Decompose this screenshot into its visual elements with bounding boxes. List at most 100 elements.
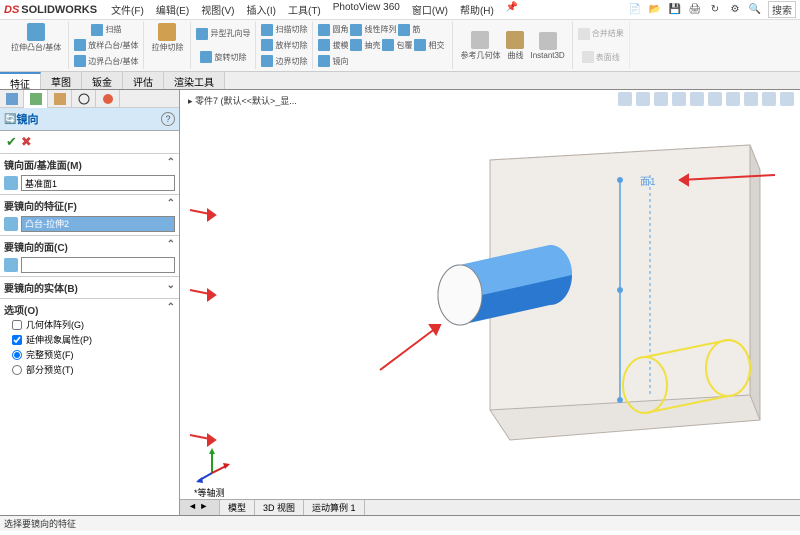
zoom-fit-icon[interactable] bbox=[618, 92, 632, 106]
faces-input[interactable] bbox=[21, 257, 175, 273]
btab-nav[interactable]: ◄ ► bbox=[180, 500, 220, 515]
feature-title: 镜向 bbox=[16, 111, 38, 127]
boundary-button[interactable]: 边界凸台/基体 bbox=[73, 54, 139, 68]
main-menu: 文件(F) 编辑(E) 视图(V) 插入(I) 工具(T) PhotoView … bbox=[111, 2, 518, 17]
scene-icon[interactable] bbox=[762, 92, 776, 106]
boundary-cut-button[interactable]: 边界切除 bbox=[260, 54, 308, 68]
instant3d-button[interactable]: Instant3D bbox=[527, 31, 567, 61]
zoom-area-icon[interactable] bbox=[636, 92, 650, 106]
opt-partial-preview[interactable]: 部分预览(T) bbox=[4, 362, 175, 377]
scene-3d: 面1 bbox=[180, 110, 800, 510]
fillet-button[interactable]: 圆角 bbox=[317, 23, 349, 37]
collapse-icon[interactable]: ⌃ bbox=[167, 198, 175, 213]
panel-tab-config[interactable] bbox=[48, 90, 72, 108]
expand-icon[interactable]: ⌄ bbox=[167, 280, 175, 295]
cut-extrude-button[interactable]: 拉伸切除 bbox=[148, 22, 186, 54]
hole-wizard-button[interactable]: 异型孔向导 bbox=[195, 27, 251, 41]
menu-window[interactable]: 窗口(W) bbox=[412, 2, 448, 17]
draft-button[interactable]: 拔模 bbox=[317, 38, 349, 52]
feature-icon bbox=[4, 217, 18, 231]
menu-file[interactable]: 文件(F) bbox=[111, 2, 144, 17]
ref-geom-button[interactable]: 参考几何体 bbox=[457, 30, 503, 62]
view-orient-icon[interactable] bbox=[690, 92, 704, 106]
panel-tab-appearance[interactable] bbox=[96, 90, 120, 108]
settings-icon[interactable]: ⚙ bbox=[728, 3, 742, 17]
panel-tab-property[interactable] bbox=[24, 90, 48, 108]
wrap-button[interactable]: 包覆 bbox=[381, 38, 413, 52]
section-bodies: 要镜向的实体(B)⌄ bbox=[0, 277, 179, 299]
opt-geom-pattern[interactable]: 几何体阵列(G) bbox=[4, 317, 175, 332]
appearance-icon[interactable] bbox=[744, 92, 758, 106]
revolve-cut-button[interactable]: 旋转切除 bbox=[199, 50, 247, 64]
search-input[interactable]: 搜索 bbox=[768, 1, 796, 18]
menu-photoview[interactable]: PhotoView 360 bbox=[333, 2, 400, 17]
merge-button: 合并结果 bbox=[577, 27, 625, 41]
save-icon[interactable]: 💾 bbox=[668, 3, 682, 17]
main-area: 🔄 镜向 ? ✔ ✖ 镜向面/基准面(M)⌃ 要镜向的特征(F)⌃ 凸台-拉伸2… bbox=[0, 90, 800, 515]
menu-tools[interactable]: 工具(T) bbox=[288, 2, 321, 17]
mirror-icon: 🔄 bbox=[4, 114, 16, 125]
print-icon[interactable]: 🖨 bbox=[688, 3, 702, 17]
shell-button[interactable]: 抽壳 bbox=[349, 38, 381, 52]
tab-sketch[interactable]: 草图 bbox=[41, 72, 82, 89]
features-input[interactable]: 凸台-拉伸2 bbox=[21, 216, 175, 232]
menu-insert[interactable]: 插入(I) bbox=[247, 2, 276, 17]
logo-ds: DS bbox=[4, 4, 19, 16]
btab-3dview[interactable]: 3D 视图 bbox=[255, 500, 304, 515]
panel-tab-feature-tree[interactable] bbox=[0, 90, 24, 108]
menu-help[interactable]: 帮助(H) bbox=[460, 2, 494, 17]
opt-full-preview[interactable]: 完整预览(F) bbox=[4, 347, 175, 362]
sweep-button[interactable]: 扫描 bbox=[90, 23, 122, 37]
tab-evaluate[interactable]: 评估 bbox=[123, 72, 164, 89]
new-icon[interactable]: 📄 bbox=[628, 3, 642, 17]
menu-view[interactable]: 视图(V) bbox=[201, 2, 234, 17]
curves-button[interactable]: 曲线 bbox=[503, 30, 527, 62]
section-icon[interactable] bbox=[672, 92, 686, 106]
breadcrumb[interactable]: ▸ 零件7 (默认<<默认>_显... bbox=[188, 94, 297, 107]
hide-show-icon[interactable] bbox=[726, 92, 740, 106]
viewport[interactable]: ▸ 零件7 (默认<<默认>_显... bbox=[180, 90, 800, 515]
intersect-button[interactable]: 相交 bbox=[413, 38, 445, 52]
search-icon[interactable]: 🔍 bbox=[748, 3, 762, 17]
view-settings-icon[interactable] bbox=[780, 92, 794, 106]
logo-name: SOLIDWORKS bbox=[21, 4, 97, 16]
btab-motion[interactable]: 运动算例 1 bbox=[304, 500, 365, 515]
bottom-tabs: ◄ ► 模型 3D 视图 运动算例 1 bbox=[180, 499, 800, 515]
sweep-cut-button[interactable]: 扫描切除 bbox=[260, 23, 308, 37]
surface-button: 表面线 bbox=[581, 50, 621, 64]
tab-render[interactable]: 渲染工具 bbox=[164, 72, 225, 89]
extrude-boss-button[interactable]: 拉伸凸台/基体 bbox=[8, 22, 64, 54]
loft-button[interactable]: 放样凸台/基体 bbox=[73, 38, 139, 52]
prev-view-icon[interactable] bbox=[654, 92, 668, 106]
help-icon[interactable]: ? bbox=[161, 112, 175, 126]
refresh-icon[interactable]: ↻ bbox=[708, 3, 722, 17]
ok-button[interactable]: ✔ bbox=[6, 134, 17, 150]
section-faces: 要镜向的面(C)⌃ bbox=[0, 236, 179, 277]
menu-edit[interactable]: 编辑(E) bbox=[156, 2, 189, 17]
title-bar: DS SOLIDWORKS 文件(F) 编辑(E) 视图(V) 插入(I) 工具… bbox=[0, 0, 800, 20]
collapse-icon[interactable]: ⌃ bbox=[167, 302, 175, 317]
panel-tab-dim[interactable] bbox=[72, 90, 96, 108]
plane-icon bbox=[4, 176, 18, 190]
collapse-icon[interactable]: ⌃ bbox=[167, 239, 175, 254]
menu-pin-icon[interactable]: 📌 bbox=[506, 2, 518, 17]
view-toolbar bbox=[618, 92, 794, 106]
collapse-icon[interactable]: ⌃ bbox=[167, 157, 175, 172]
tab-features[interactable]: 特征 bbox=[0, 72, 41, 89]
plane-label: 面1 bbox=[640, 177, 656, 188]
display-style-icon[interactable] bbox=[708, 92, 722, 106]
pattern-button[interactable]: 线性阵列 bbox=[349, 23, 397, 37]
mirror-button[interactable]: 镜向 bbox=[317, 54, 349, 68]
mirror-plane-input[interactable] bbox=[21, 175, 175, 191]
cancel-button[interactable]: ✖ bbox=[21, 134, 32, 150]
btab-model[interactable]: 模型 bbox=[220, 500, 255, 515]
rib-button[interactable]: 筋 bbox=[397, 23, 421, 37]
open-icon[interactable]: 📂 bbox=[648, 3, 662, 17]
title-toolbar: 📄 📂 💾 🖨 ↻ ⚙ 🔍 搜索 bbox=[628, 1, 796, 18]
loft-cut-button[interactable]: 放样切除 bbox=[260, 38, 308, 52]
opt-propagate[interactable]: 延伸视象属性(P) bbox=[4, 332, 175, 347]
apply-row: ✔ ✖ bbox=[0, 131, 179, 154]
panel-tabs bbox=[0, 90, 179, 108]
section-options: 选项(O)⌃ 几何体阵列(G) 延伸视象属性(P) 完整预览(F) 部分预览(T… bbox=[0, 299, 179, 380]
tab-sheetmetal[interactable]: 钣金 bbox=[82, 72, 123, 89]
